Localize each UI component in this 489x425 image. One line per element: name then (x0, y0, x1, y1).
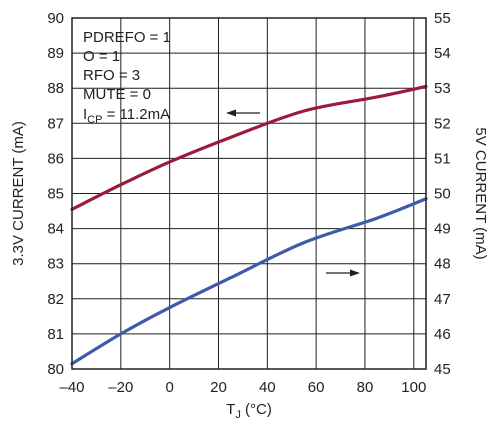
x-tick-label: 80 (357, 379, 374, 396)
y-right-tick-label: 45 (434, 361, 451, 378)
y-right-tick-labels: 45 46 47 48 49 50 51 52 53 54 55 (434, 10, 451, 378)
y-right-axis-title: 5V CURRENT (mA) (472, 127, 489, 259)
annotation-line-5: ICP = 11.2mA (83, 106, 170, 126)
x-tick-label: 60 (308, 379, 325, 396)
series-line-0 (70, 84, 428, 211)
annotation-line-2: O = 1 (83, 48, 120, 65)
y-right-tick-label: 53 (434, 80, 451, 97)
y-left-tick-labels: 80 81 82 83 84 85 86 87 88 89 90 (47, 10, 64, 378)
y-right-tick-label: 54 (434, 45, 451, 62)
y-left-tick-label: 81 (47, 326, 64, 343)
arrow-right-head (350, 269, 360, 277)
x-axis-title-main: T (226, 401, 235, 418)
x-axis-title: TJ (°C) (226, 401, 272, 421)
y-right-tick-label: 52 (434, 115, 451, 132)
y-left-tick-label: 85 (47, 186, 64, 203)
plot-frame (71, 17, 427, 370)
x-tick-label: –40 (59, 379, 84, 396)
annotation-line-4: MUTE = 0 (83, 86, 151, 103)
y-right-tick-label: 50 (434, 186, 451, 203)
x-axis-title-rest: (°C) (241, 401, 272, 418)
annotation-box: PDREFO = 1 O = 1 RFO = 3 MUTE = 0 ICP = … (83, 29, 171, 126)
x-tick-label: –20 (108, 379, 133, 396)
x-tick-label: 40 (259, 379, 276, 396)
y-right-tick-label: 46 (434, 326, 451, 343)
y-right-tick-label: 49 (434, 221, 451, 238)
x-tick-label: 100 (401, 379, 426, 396)
x-axis-title-sub: J (235, 409, 241, 421)
grid (72, 18, 426, 369)
y-left-tick-label: 89 (47, 45, 64, 62)
y-left-tick-label: 80 (47, 361, 64, 378)
y-left-tick-label: 90 (47, 10, 64, 27)
y-right-tick-label: 55 (434, 10, 451, 27)
annotation-icp-main: I (83, 106, 87, 123)
annotation-line-3: RFO = 3 (83, 67, 140, 84)
y-left-tick-label: 82 (47, 291, 64, 308)
x-tick-label: 0 (165, 379, 173, 396)
x-tick-labels: –40 –20 0 20 40 60 80 100 (59, 379, 426, 396)
y-left-tick-label: 84 (47, 221, 64, 238)
y-left-tick-label: 88 (47, 80, 64, 97)
annotation-icp-sub: CP (87, 114, 102, 126)
y-right-tick-label: 48 (434, 256, 451, 273)
y-left-tick-label: 86 (47, 150, 64, 167)
series-layer (70, 84, 428, 366)
annotation-icp-rest: = 11.2mA (102, 106, 170, 123)
y-right-tick-label: 47 (434, 291, 451, 308)
y-right-tick-label: 51 (434, 150, 451, 167)
y-left-tick-label: 83 (47, 256, 64, 273)
y-left-tick-label: 87 (47, 115, 64, 132)
x-tick-label: 20 (210, 379, 227, 396)
annotation-line-1: PDREFO = 1 (83, 29, 171, 46)
arrow-left-head (226, 109, 236, 117)
y-left-axis-title: 3.3V CURRENT (mA) (10, 121, 27, 266)
series-line-1 (70, 197, 428, 366)
series-arrows (226, 109, 360, 277)
